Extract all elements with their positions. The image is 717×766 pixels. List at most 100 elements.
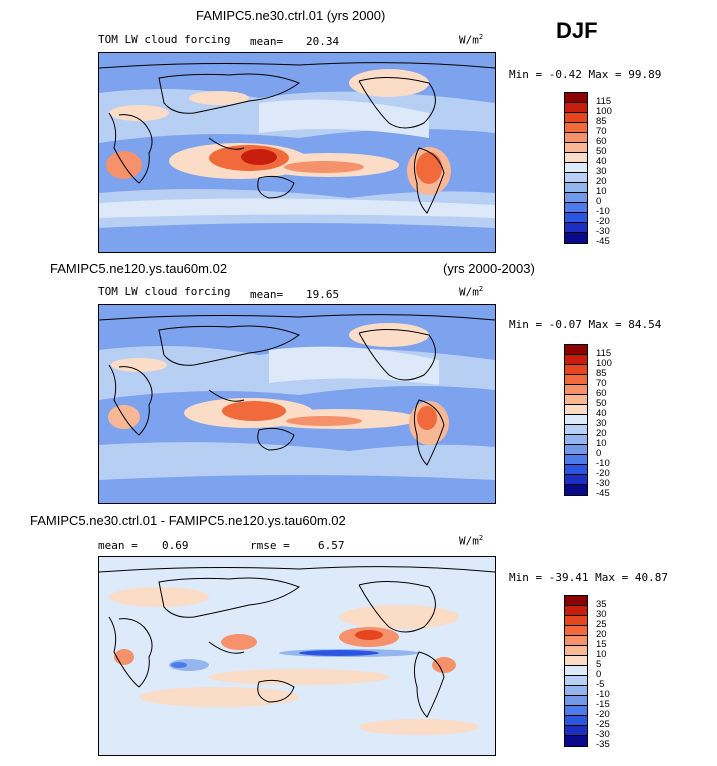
panel1-title: FAMIPC5.ne30.ctrl.01 (yrs 2000)	[196, 8, 386, 23]
panel2-units-text: W/m	[459, 285, 479, 299]
panel1-cb-cell	[565, 233, 587, 243]
cb-label: -30	[596, 729, 610, 740]
panel1-units: W/m2	[459, 33, 483, 47]
panel3-cb-cell	[565, 736, 587, 746]
cb-label: 0	[596, 196, 602, 207]
panel2-cb-cell	[565, 485, 587, 495]
panel3-cb-cell	[565, 716, 587, 726]
cb-label: -45	[596, 236, 610, 247]
cb-label: 85	[596, 116, 607, 127]
panel2-units-sup: 2	[478, 285, 484, 293]
panel1-cb-cell	[565, 193, 587, 203]
panel1-cb-cell	[565, 223, 587, 233]
panel1-cb-cell	[565, 143, 587, 153]
panel2-cb-cell	[565, 345, 587, 355]
panel3-cb-cell	[565, 656, 587, 666]
panel3-mean-label: mean =	[98, 539, 138, 552]
cb-label: -30	[596, 478, 610, 489]
panel2-cb-cell	[565, 425, 587, 435]
cb-label: 70	[596, 126, 607, 137]
cb-label: 20	[596, 428, 607, 439]
panel2-cb-cell	[565, 445, 587, 455]
panel1-minmax: Min = -0.42 Max = 99.89	[509, 68, 662, 81]
cb-label: 60	[596, 388, 607, 399]
panel2-mean-label: mean=	[250, 288, 284, 301]
cb-label: 0	[596, 448, 602, 459]
cb-label: -10	[596, 206, 610, 217]
panel1-colorbar	[564, 92, 588, 244]
panel3-cb-cell	[565, 686, 587, 696]
panel1-mean-label: mean=	[250, 35, 284, 48]
cb-label: 30	[596, 609, 607, 620]
cb-label: -15	[596, 699, 610, 710]
cb-label: 10	[596, 186, 607, 197]
cb-label: 70	[596, 378, 607, 389]
panel3-cb-cell	[565, 596, 587, 606]
panel1-cb-cell	[565, 133, 587, 143]
cb-label: -30	[596, 226, 610, 237]
panel3-units-text: W/m	[459, 534, 479, 548]
panel2-map	[98, 304, 496, 504]
panel1-cb-cell	[565, 103, 587, 113]
panel3-rmse-label: rmse =	[250, 539, 290, 552]
cb-label: 35	[596, 599, 607, 610]
panel1-colorbar-labels: 115 100 85 70 60 50 40 30 20 10 0 -10 -2…	[596, 97, 612, 247]
cb-label: 100	[596, 358, 612, 369]
panel1-cb-cell	[565, 173, 587, 183]
cb-label: 60	[596, 136, 607, 147]
panel2-cb-cell	[565, 415, 587, 425]
cb-label: 15	[596, 639, 607, 650]
panel3-cb-cell	[565, 676, 587, 686]
cb-label: 115	[596, 348, 612, 359]
panel1-subtitle: TOM LW cloud forcing	[98, 33, 231, 46]
panel2-title: FAMIPC5.ne120.ys.tau60m.02	[50, 261, 228, 276]
panel3-cb-cell	[565, 626, 587, 636]
panel2-mean-value: 19.65	[306, 288, 340, 301]
panel1-cb-cell	[565, 213, 587, 223]
cb-label: -20	[596, 709, 610, 720]
panel2-years: (yrs 2000-2003)	[443, 261, 535, 276]
panel3-cb-cell	[565, 616, 587, 626]
panel2-cb-cell	[565, 405, 587, 415]
cb-label: -20	[596, 216, 610, 227]
panel2-cb-cell	[565, 455, 587, 465]
cb-label: -35	[596, 739, 610, 750]
cb-label: 30	[596, 418, 607, 429]
panel1-cb-cell	[565, 153, 587, 163]
panel3-units-sup: 2	[478, 534, 484, 542]
cb-label: 100	[596, 106, 612, 117]
panel1-mean-value: 20.34	[306, 35, 340, 48]
cb-label: 0	[596, 669, 602, 680]
panel1-units-text: W/m	[459, 33, 479, 47]
cb-label: 50	[596, 146, 607, 157]
panel2-colorbar	[564, 344, 588, 496]
panel1-units-sup: 2	[478, 33, 484, 41]
panel2-subtitle: TOM LW cloud forcing	[98, 285, 231, 298]
cb-label: -45	[596, 488, 610, 499]
cb-label: 115	[596, 96, 612, 107]
panel2-cb-cell	[565, 375, 587, 385]
panel3-colorbar	[564, 595, 588, 747]
panel1-cb-cell	[565, 163, 587, 173]
cb-label: 5	[596, 659, 602, 670]
panel3-cb-cell	[565, 636, 587, 646]
cb-label: -10	[596, 458, 610, 469]
panel3-cb-cell	[565, 646, 587, 656]
panel2-colorbar-labels: 115 100 85 70 60 50 40 30 20 10 0 -10 -2…	[596, 349, 612, 499]
cb-label: 85	[596, 368, 607, 379]
panel3-cb-cell	[565, 606, 587, 616]
panel3-mean-value: 0.69	[162, 539, 189, 552]
panel1-cb-cell	[565, 93, 587, 103]
cb-label: 40	[596, 408, 607, 419]
panel2-cb-cell	[565, 465, 587, 475]
panel3-title: FAMIPC5.ne30.ctrl.01 - FAMIPC5.ne120.ys.…	[30, 513, 346, 528]
panel3-cb-cell	[565, 706, 587, 716]
cb-label: 10	[596, 438, 607, 449]
panel3-cb-cell	[565, 666, 587, 676]
panel2-minmax: Min = -0.07 Max = 84.54	[509, 318, 662, 331]
cb-label: 20	[596, 176, 607, 187]
cb-label: -25	[596, 719, 610, 730]
panel2-cb-cell	[565, 365, 587, 375]
panel3-cb-cell	[565, 726, 587, 736]
cb-label: 30	[596, 166, 607, 177]
